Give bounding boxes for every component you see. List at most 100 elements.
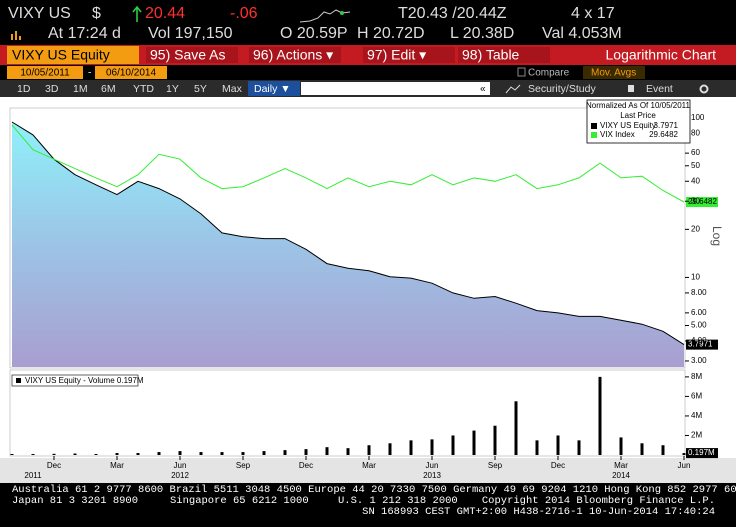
price-line	[11, 124, 685, 203]
period-btn[interactable]: 5Y	[194, 83, 207, 95]
y-tick-label: 60	[691, 148, 700, 157]
compare[interactable]: Compare	[528, 68, 570, 79]
period-btn[interactable]: Max	[222, 83, 243, 95]
legend-label: VIXY US Equity	[600, 121, 656, 130]
period-btn[interactable]: YTD	[133, 83, 154, 95]
volume-bar	[136, 453, 140, 455]
footer-line: Japan 81 3 3201 8900	[12, 495, 138, 507]
settings-icon[interactable]	[699, 84, 709, 94]
bid-ask-size: 4 x 17	[571, 5, 615, 22]
end-date: 06/10/2014	[106, 68, 156, 79]
x-tick-label: Sep	[488, 461, 503, 470]
bid-ask: T20.43 /20.44Z	[398, 5, 507, 22]
menu-item[interactable]: 97) Edit ▾	[367, 47, 426, 63]
menu-item-bg[interactable]	[363, 47, 455, 63]
volume-bar	[472, 430, 476, 455]
change: -.06	[230, 5, 258, 22]
high: H 20.72D	[357, 25, 425, 42]
volume-bar	[682, 453, 686, 455]
footer-line: Australia 61 2 9777 8600 Brazil 5511 304…	[12, 484, 736, 496]
frequency-btn[interactable]	[248, 81, 300, 96]
compare-box[interactable]	[517, 67, 526, 77]
legend-swatch	[16, 378, 21, 383]
volume-bar	[346, 448, 350, 455]
volume-bar	[514, 401, 518, 455]
volume-bar	[283, 450, 287, 455]
period-btn[interactable]: 1M	[73, 83, 88, 95]
x-tick-label: Mar	[362, 461, 376, 470]
period-btn[interactable]: 1Y	[166, 83, 179, 95]
last-value-label: 29.6482	[688, 197, 717, 206]
x-tick-label: Jun	[174, 461, 187, 470]
y-tick-label: 30	[691, 196, 700, 205]
volume-bar	[640, 443, 644, 455]
volume-bar	[451, 435, 455, 455]
period-btn[interactable]: 6M	[101, 83, 116, 95]
study[interactable]: Security/Study	[528, 83, 596, 95]
footer-line: Copyright 2014 Bloomberg Finance L.P.	[482, 495, 715, 507]
x-tick-label: Sep	[236, 461, 251, 470]
y-tick-label: 8.00	[691, 288, 707, 297]
x-tick-label: Dec	[47, 461, 61, 470]
volume-bar	[199, 452, 203, 455]
menu-item-bg[interactable]	[146, 47, 238, 63]
y-tick-label: 10	[691, 273, 700, 282]
last-value-tag	[686, 448, 718, 459]
x-tick-label: Jun	[678, 461, 691, 470]
volume-bar	[52, 453, 56, 455]
value-traded: Val 4.053M	[542, 25, 622, 42]
volume-legend: VIXY US Equity - Volume 0.197M	[25, 376, 144, 385]
menu-item-bg[interactable]	[458, 47, 550, 63]
legend-swatch	[591, 123, 597, 129]
y-tick-label: 8M	[691, 372, 702, 381]
period-btn[interactable]: 3D	[45, 83, 59, 95]
legend-label: VIXY US Equity - Volume	[25, 376, 115, 385]
volume-bar	[94, 454, 98, 455]
volume-bar	[220, 452, 224, 455]
volume-value-label: 0.197M	[688, 448, 715, 457]
y-tick-label: 20	[691, 224, 700, 233]
y-tick-label: 3.00	[691, 356, 707, 365]
volume-bar	[430, 439, 434, 455]
mov-avgs-btn[interactable]	[583, 66, 645, 79]
y-tick-label: 4.00	[691, 336, 707, 345]
collapse[interactable]: «	[480, 84, 486, 95]
ticker: VIXY US	[8, 5, 71, 22]
volume-legend-box	[11, 374, 139, 387]
start-date: 10/05/2011	[20, 68, 70, 79]
up-arrow	[132, 5, 142, 22]
volume-bar	[325, 447, 329, 455]
date-sep: -	[88, 68, 91, 79]
y-tick-label: 100	[691, 113, 705, 122]
security-tab[interactable]	[7, 46, 139, 64]
start-date-field[interactable]	[7, 66, 83, 79]
event[interactable]: Event	[646, 83, 673, 95]
footer-bg	[0, 483, 736, 527]
moving-averages[interactable]: Mov. Avgs	[591, 68, 636, 79]
x-tick-label: Jun	[426, 461, 439, 470]
volume-bar	[556, 435, 560, 455]
x-year-label: 2012	[171, 471, 189, 480]
command-field[interactable]	[301, 82, 490, 95]
bars-icon	[11, 31, 21, 40]
x-tick-label: Mar	[614, 461, 628, 470]
volume-bar	[178, 451, 182, 455]
price-area	[12, 122, 684, 367]
chart-kind: Logarithmic Chart	[606, 47, 717, 63]
end-date-field[interactable]	[95, 66, 167, 79]
menu-item[interactable]: 98) Table	[462, 47, 520, 63]
menu-item-bg[interactable]	[249, 47, 341, 63]
frequency[interactable]: Daily ▼	[254, 83, 291, 95]
y-tick-label: 6M	[691, 392, 702, 401]
period-btn[interactable]: 1D	[17, 83, 31, 95]
open: O 20.59P	[280, 25, 348, 42]
legend-value: 3.7971	[654, 121, 679, 130]
volume-bar	[31, 454, 35, 455]
menu-item[interactable]: 95) Save As	[150, 47, 226, 63]
volume-bar	[598, 376, 602, 455]
menu-item[interactable]: 96) Actions ▾	[253, 47, 333, 63]
footer-line: U.S. 1 212 318 2000	[338, 495, 458, 507]
legend-title: Normalized As Of 10/05/2011	[586, 101, 690, 110]
